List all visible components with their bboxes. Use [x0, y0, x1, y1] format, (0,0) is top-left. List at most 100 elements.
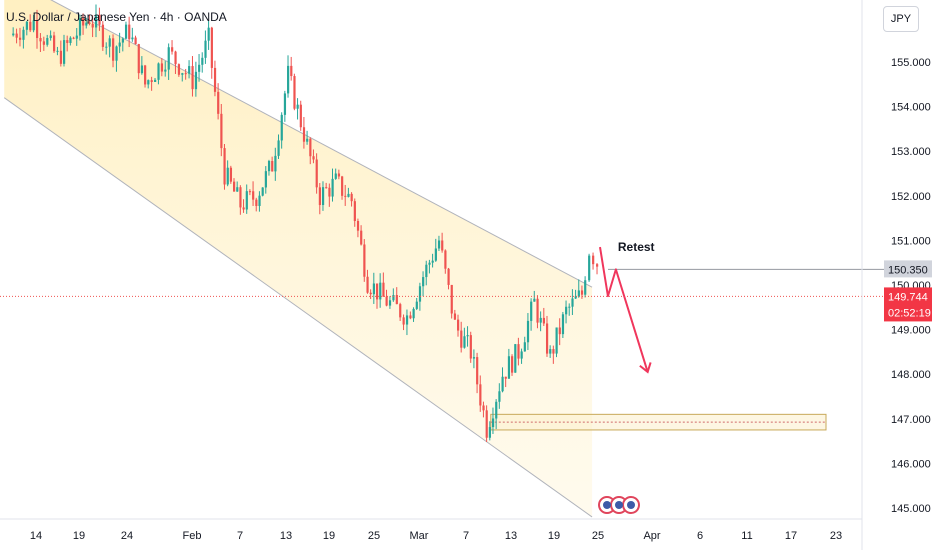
y-axis-ticks[interactable]: 155.000154.000153.000152.000151.000150.0…: [891, 57, 931, 515]
y-tick-label: 145.000: [891, 503, 931, 515]
candle-body: [283, 93, 287, 115]
candle-body: [242, 207, 245, 210]
candle-body: [463, 336, 466, 348]
candle-body: [271, 161, 274, 172]
candle-body: [293, 76, 296, 109]
candle-body: [287, 65, 290, 94]
candle-body: [466, 335, 469, 337]
candle-body: [409, 315, 412, 319]
candle-body: [353, 201, 356, 222]
candle-body: [485, 410, 488, 438]
candle-body: [536, 298, 539, 323]
current-price-badge: 149.744 02:52:19: [884, 287, 932, 322]
y-tick-label: 155.000: [891, 57, 931, 69]
candle-body: [188, 66, 191, 74]
candle-body: [321, 187, 325, 206]
us-flag-icon-center: [627, 501, 635, 509]
candle-body: [98, 14, 101, 25]
candle-body: [255, 199, 258, 206]
currency-button[interactable]: JPY: [883, 6, 919, 32]
candle-body: [476, 357, 479, 385]
candle-body: [101, 24, 105, 47]
candle-body: [372, 283, 376, 295]
candle-body: [220, 113, 223, 149]
candle-body: [46, 38, 49, 45]
channel-lower-line[interactable]: [3, 97, 593, 518]
candle-body: [280, 114, 283, 141]
candle-body: [49, 35, 52, 39]
y-tick-label: 151.000: [891, 235, 931, 247]
candle-body: [441, 240, 444, 251]
candle-body: [261, 187, 264, 196]
candle-body: [539, 317, 542, 323]
candle-body: [402, 317, 405, 325]
y-tick-label: 148.000: [891, 369, 931, 381]
y-tick-label: 154.000: [891, 102, 931, 114]
x-axis-ticks[interactable]: 14 19 24 Feb 7 13 19 25 Mar 7 13 19 25 Apr 6 11 17 23: [30, 530, 842, 542]
candle-body: [42, 41, 46, 45]
candle-body: [105, 46, 108, 48]
svg-text:149.744: 149.744: [888, 291, 928, 303]
candle-body: [137, 44, 140, 74]
candle-body: [252, 191, 255, 200]
candle-body: [181, 73, 184, 75]
candle-body: [450, 284, 453, 314]
candle-body: [118, 42, 121, 47]
candle-body: [580, 290, 584, 295]
candle-body: [526, 320, 530, 343]
candle-body: [29, 21, 32, 31]
svg-text:150.350: 150.350: [888, 264, 928, 276]
candle-body: [552, 349, 555, 354]
candle-body: [290, 65, 293, 77]
candle-body: [309, 138, 312, 157]
candle-body: [399, 304, 402, 318]
candle-body: [561, 314, 565, 335]
candle-body: [72, 37, 75, 39]
x-tick-label: Apr: [643, 530, 660, 542]
candle-body: [592, 255, 595, 265]
arrowhead-icon: [639, 362, 652, 374]
candle-body: [334, 173, 337, 179]
candle-body: [350, 193, 353, 202]
candle-body: [144, 65, 147, 85]
candle-body: [328, 187, 331, 197]
candle-body: [425, 264, 428, 278]
projection-arrow[interactable]: [599, 246, 649, 373]
candle-body: [245, 191, 248, 210]
candle-body: [405, 315, 409, 325]
candle-body: [498, 391, 501, 402]
candle-body: [504, 376, 507, 379]
candle-body: [584, 280, 587, 295]
candle-body: [184, 73, 187, 75]
candles: [12, 4, 599, 442]
candle-body: [453, 313, 457, 320]
candle-body: [596, 264, 599, 267]
candle-body: [229, 167, 233, 182]
candle-body: [53, 35, 56, 52]
svg-text:02:52:19: 02:52:19: [888, 307, 931, 319]
candle-body: [112, 38, 115, 61]
candle-body: [395, 295, 398, 305]
candle-body: [577, 290, 580, 297]
x-tick-label: 13: [280, 530, 292, 542]
x-tick-label: 25: [368, 530, 380, 542]
candle-body: [574, 296, 577, 299]
candle-body: [517, 344, 520, 359]
candle-body: [258, 195, 261, 206]
candle-body: [482, 405, 485, 411]
candle-body: [520, 351, 523, 359]
candle-body: [388, 300, 392, 306]
candle-body: [191, 66, 194, 90]
economic-events[interactable]: [598, 496, 640, 514]
candle-body: [236, 187, 239, 192]
candle-body: [108, 38, 111, 47]
candle-body: [82, 18, 85, 26]
candle-body: [150, 80, 153, 82]
candle-body: [140, 65, 144, 74]
x-tick-label: Mar: [410, 530, 429, 542]
candle-body: [226, 167, 229, 185]
candle-body: [167, 47, 170, 70]
candle-body: [491, 418, 495, 428]
candle-body: [312, 156, 315, 160]
